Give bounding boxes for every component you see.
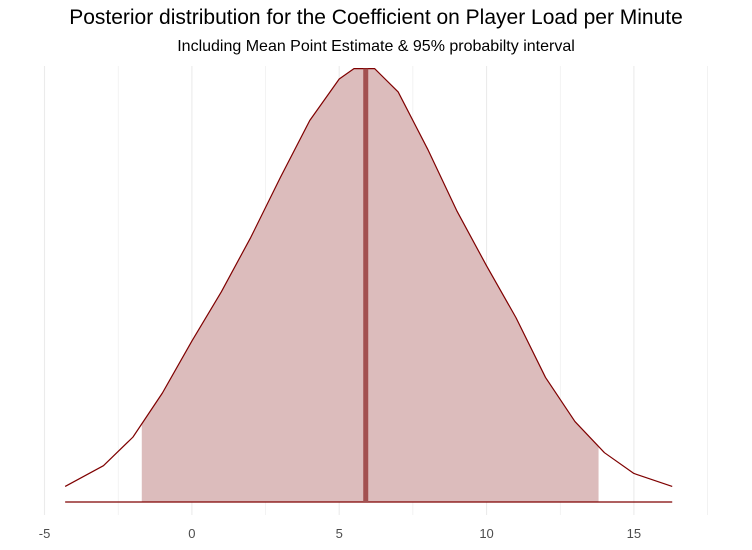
x-tick-label: 0 — [188, 526, 195, 541]
x-tick-label: 5 — [336, 526, 343, 541]
interval-95-area — [141, 68, 599, 502]
x-tick-label: -5 — [39, 526, 51, 541]
x-tick-label: 10 — [479, 526, 493, 541]
chart-subtitle: Including Mean Point Estimate & 95% prob… — [177, 38, 575, 55]
chart-title: Posterior distribution for the Coefficie… — [69, 6, 683, 29]
plot-marks — [64, 67, 673, 503]
x-axis-ticks: -5 0 5 10 15 — [39, 526, 641, 541]
x-tick-label: 15 — [627, 526, 641, 541]
